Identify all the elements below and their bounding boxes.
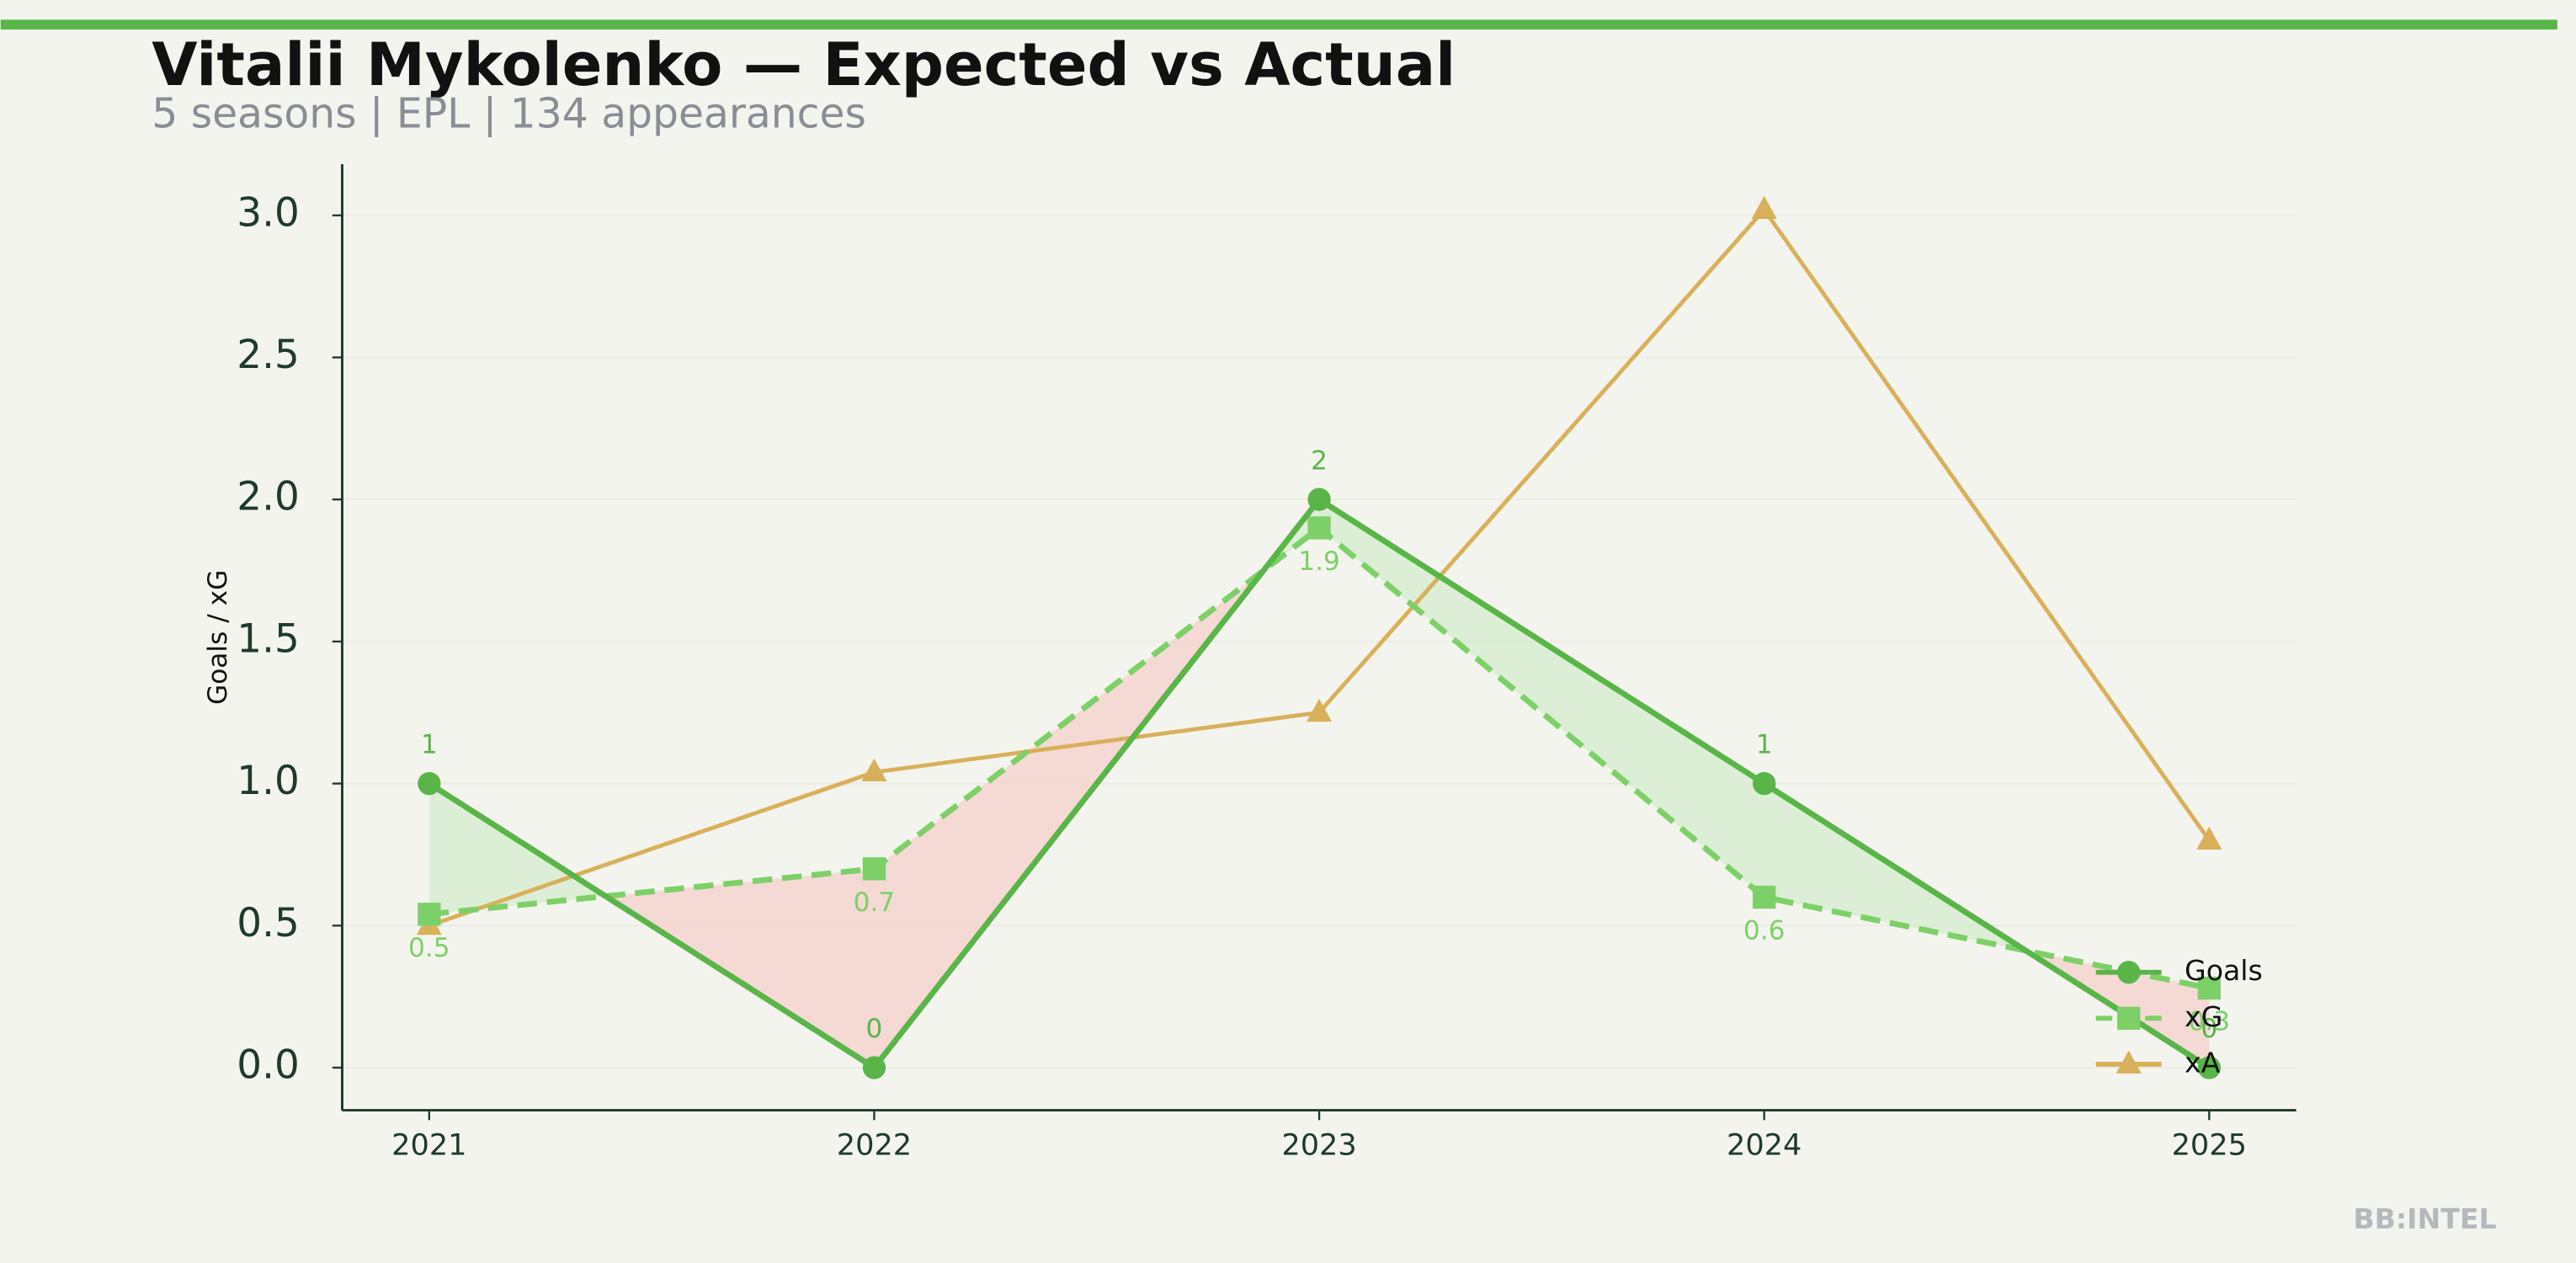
y-tick-label: 2.5 [237,333,299,378]
value-label: 0 [2201,1014,2217,1044]
point [861,758,887,782]
legend-label: Goals [2185,954,2263,987]
point [2196,826,2222,850]
point [1307,698,1333,722]
point [1753,885,1776,909]
y-tick-label: 1.5 [237,616,299,662]
y-tick-label: 2.0 [237,475,299,520]
top-accent [0,19,2557,30]
value-label: 0.6 [1743,916,1786,946]
point [2197,1056,2221,1079]
point [418,903,441,926]
chart-subtitle: 5 seasons | EPL | 134 appearances [152,90,866,137]
point [1751,195,1777,219]
x-tick-label: 2022 [837,1128,912,1163]
gap-fill [605,868,875,1068]
watermark: BB:INTEL [2353,1202,2496,1235]
value-label: 0 [866,1014,883,1044]
legend-marker [2116,1050,2142,1074]
x-tick-label: 2025 [2172,1128,2247,1163]
y-tick-label: 3.0 [237,190,299,236]
point [2197,976,2221,1000]
value-label: 0.7 [854,887,896,918]
legend-label: xG [2185,1000,2222,1033]
point [862,857,886,881]
chart-title: Vitalii Mykolenko — Expected vs Actual [152,30,1456,99]
legend-marker [2117,1006,2141,1031]
y-tick-label: 1.0 [237,759,299,804]
point [418,771,441,796]
value-label: 1 [421,730,438,760]
legend-label: xA [2185,1046,2221,1079]
y-axis-label: Goals / xG [203,570,233,705]
value-label: 1 [1756,730,1773,760]
value-label: 2 [1311,445,1328,476]
point [1753,771,1776,796]
y-tick-label: 0.5 [237,901,299,946]
point [1307,516,1331,540]
value-label: 0.3 [2188,1006,2230,1037]
x-tick-label: 2021 [391,1128,466,1163]
point [862,1056,886,1079]
value-label: 0.5 [408,933,450,963]
x-tick-label: 2024 [1727,1128,1802,1163]
value-label: 1.9 [1298,546,1340,577]
point [1307,488,1331,511]
y-tick-label: 0.0 [237,1042,299,1088]
legend-marker [2117,961,2141,984]
gap-fill [1319,499,1764,898]
x-tick-label: 2023 [1281,1128,1356,1163]
